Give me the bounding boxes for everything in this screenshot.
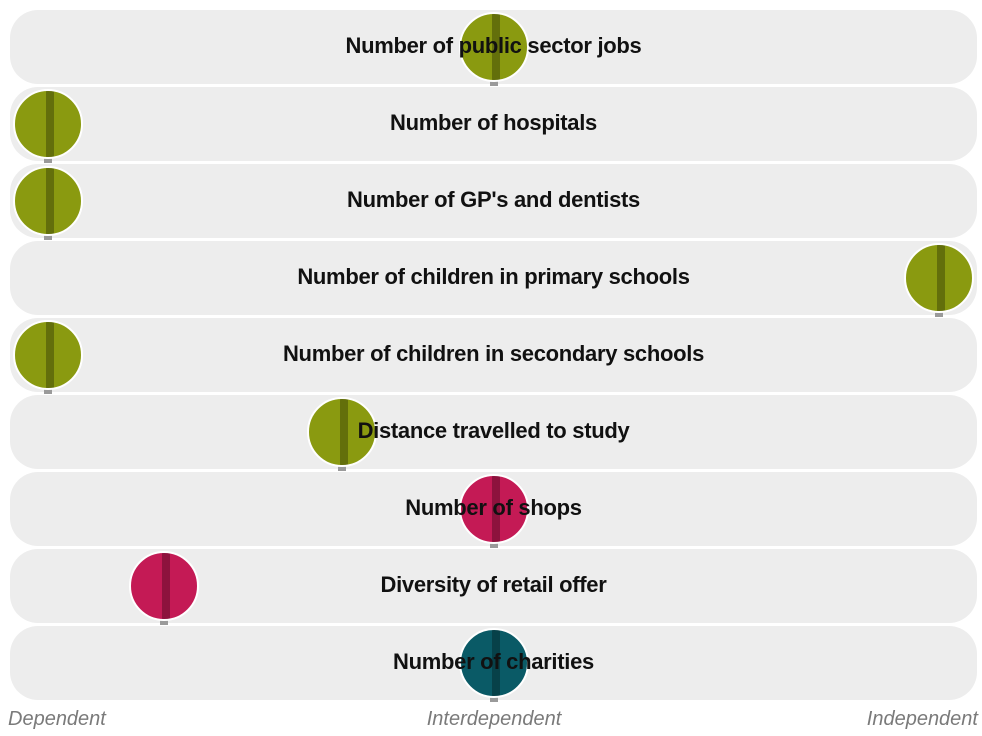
data-point xyxy=(13,320,83,390)
row-label: Number of GP's and dentists xyxy=(347,187,640,212)
row-band xyxy=(10,318,977,392)
row-label: Number of hospitals xyxy=(390,110,597,135)
data-point-stripe xyxy=(46,168,54,234)
data-point xyxy=(13,89,83,159)
axis-label-interdependent: Interdependent xyxy=(426,708,562,730)
axis-label-independent: Independent xyxy=(866,708,978,730)
data-point xyxy=(13,166,83,236)
marker-stem xyxy=(159,619,168,625)
row-band xyxy=(10,395,977,469)
data-point xyxy=(458,474,529,544)
marker-stem xyxy=(44,157,52,163)
row-label: Diversity of retail offer xyxy=(380,572,607,597)
row-band xyxy=(10,241,977,315)
row-label: Number of charities xyxy=(393,649,594,674)
data-point-stripe xyxy=(491,630,500,696)
data-point-stripe xyxy=(937,245,945,311)
data-point-stripe xyxy=(491,476,500,542)
marker-stem xyxy=(44,234,52,240)
data-point xyxy=(128,551,199,621)
data-point-stripe xyxy=(161,553,170,619)
row-label: Number of shops xyxy=(405,495,582,520)
data-point xyxy=(307,397,378,467)
data-point-stripe xyxy=(46,91,54,157)
axis-label-dependent: Dependent xyxy=(8,708,106,730)
marker-stem xyxy=(489,542,498,548)
row-label: Number of public sector jobs xyxy=(345,33,642,58)
marker-stem xyxy=(489,80,498,86)
row-band xyxy=(10,87,977,161)
data-point xyxy=(458,628,529,698)
marker-stem xyxy=(489,696,498,702)
row-label: Number of children in primary schools xyxy=(297,264,690,289)
data-point-stripe xyxy=(491,14,500,80)
data-point-stripe xyxy=(46,322,54,388)
data-point-stripe xyxy=(340,399,349,465)
marker-stem xyxy=(338,465,347,471)
marker-stem xyxy=(935,311,943,317)
row-label: Distance travelled to study xyxy=(357,418,630,443)
data-point xyxy=(458,12,529,82)
row-band xyxy=(10,164,977,238)
marker-stem xyxy=(44,388,52,394)
data-point xyxy=(904,243,974,313)
row-label: Number of children in secondary schools xyxy=(282,341,705,366)
